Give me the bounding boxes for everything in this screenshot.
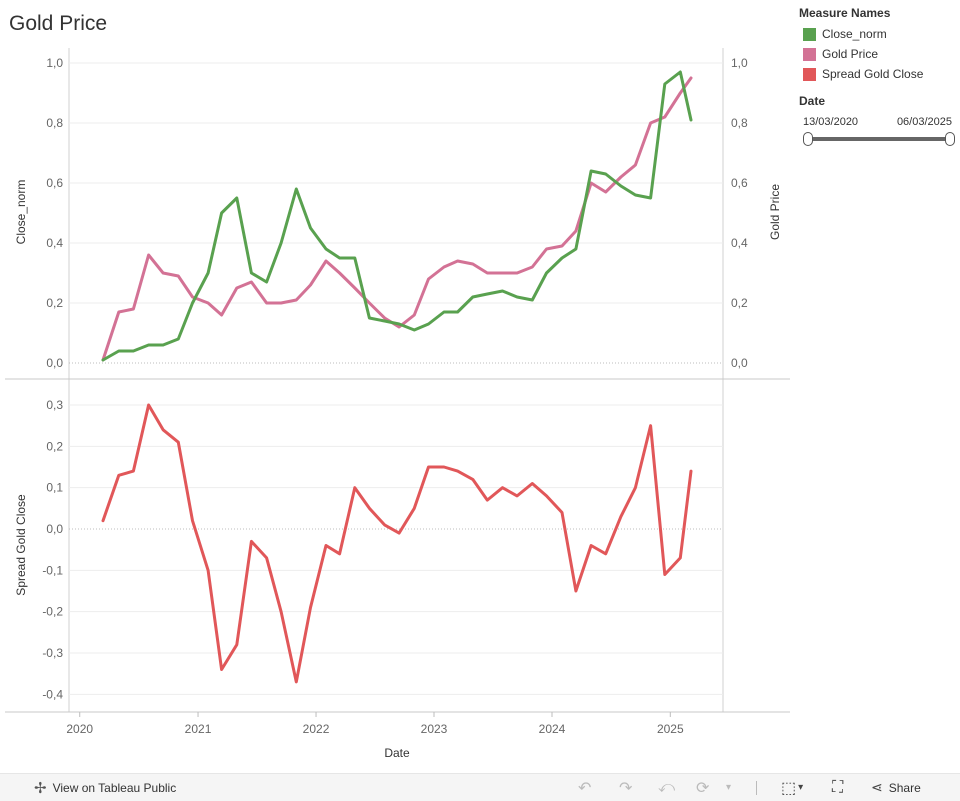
date-filter: Date 13/03/2020 06/03/2025 (799, 94, 959, 146)
legend-label: Close_norm (822, 27, 887, 41)
series-line-close-norm (101, 70, 693, 362)
top-y2-ticks: 0,0 0,2 0,4 0,6 0,8 1,0 (731, 56, 748, 370)
share-button[interactable]: ⋖ Share (871, 774, 921, 801)
top-series (101, 70, 693, 362)
undo-icon: ↶ (578, 779, 592, 797)
slider-handle-end[interactable] (945, 132, 955, 146)
x-tick-label: 2025 (657, 722, 684, 736)
x-axis-label: Date (384, 746, 410, 760)
slider-track (807, 137, 950, 141)
legend-label: Gold Price (822, 47, 879, 61)
chart-frame (5, 48, 790, 713)
x-tick-label: 2022 (303, 722, 330, 736)
date-slider[interactable] (799, 132, 959, 146)
y2-tick-label: 0,0 (731, 356, 748, 370)
revert-button[interactable]: ⤺ (658, 774, 675, 801)
legend-swatch (803, 67, 816, 81)
series-line-spread-gold-close (101, 403, 693, 684)
legend-swatch (803, 27, 816, 41)
chevron-down-icon: ▾ (798, 782, 804, 793)
y-tick-label: -0,3 (42, 646, 63, 660)
x-tick-label: 2023 (421, 722, 448, 736)
y-tick-label: 0,1 (46, 481, 63, 495)
bottom-y-axis-label: Spread Gold Close (14, 494, 28, 596)
revert-icon: ⤺ (658, 778, 676, 796)
bottom-gridlines (69, 404, 723, 695)
fullscreen-button[interactable]: ⛶ (832, 774, 843, 801)
chevron-down-icon: ▾ (726, 782, 732, 793)
y2-tick-label: 1,0 (731, 56, 748, 70)
date-end: 06/03/2025 (896, 116, 952, 128)
y2-tick-label: 0,4 (731, 236, 748, 250)
tableau-logo-icon: ✢ (34, 779, 47, 797)
y-tick-label: 0,6 (46, 176, 63, 190)
top-y-ticks: 0,0 0,2 0,4 0,6 0,8 1,0 (46, 56, 63, 370)
y-tick-label: 1,0 (46, 56, 63, 70)
y-tick-label: 0,8 (46, 116, 63, 130)
fullscreen-icon: ⛶ (832, 778, 844, 796)
y-tick-label: 0,4 (46, 236, 63, 250)
download-icon: ⬚ (781, 779, 797, 797)
view-on-tableau-public-link[interactable]: ✢ View on Tableau Public (34, 774, 176, 801)
pause-dropdown[interactable]: ▾ (726, 774, 731, 801)
y-tick-label: 0,2 (46, 296, 63, 310)
y-tick-label: 0,0 (46, 522, 63, 536)
view-on-tableau-label: View on Tableau Public (52, 780, 177, 795)
y-tick-label: 0,2 (46, 439, 63, 453)
page-title: Gold Price (9, 12, 108, 35)
bottom-series (101, 403, 693, 684)
y-tick-label: 0,0 (46, 356, 63, 370)
series-line-gold-price (101, 76, 693, 362)
y-tick-label: -0,2 (42, 605, 63, 619)
top-gridlines (69, 62, 723, 364)
tableau-toolbar: ✢ View on Tableau Public ↶ ↷ ⤺ ⟳ ▾ ⬚ ▾ ⛶… (0, 773, 960, 801)
slider-handle-start[interactable] (803, 132, 813, 146)
legend-item-close-norm[interactable]: Close_norm (799, 24, 959, 44)
legend-item-spread-gold-close[interactable]: Spread Gold Close (799, 64, 959, 84)
x-tick-label: 2021 (185, 722, 212, 736)
date-start: 13/03/2020 (803, 116, 859, 128)
refresh-button[interactable]: ⟳ (696, 774, 709, 801)
y-tick-label: 0,3 (46, 398, 63, 412)
x-ticks: 2020 2021 2022 2023 2024 2025 (66, 712, 684, 736)
legend-title: Measure Names (799, 6, 891, 20)
y-tick-label: -0,1 (42, 563, 63, 577)
top-y2-axis-label: Gold Price (768, 184, 782, 240)
legend-label: Spread Gold Close (822, 67, 924, 81)
redo-button[interactable]: ↷ (619, 774, 632, 801)
date-filter-title: Date (799, 94, 826, 108)
share-label: Share (888, 780, 921, 795)
bottom-y-ticks: -0,4 -0,3 -0,2 -0,1 0,0 0,1 0,2 0,3 (42, 398, 63, 701)
dual-panel-chart: 0,0 0,2 0,4 0,6 0,8 1,0 0,0 0,2 0,4 0,6 0,8 1,0 -0… (5, 48, 790, 760)
share-icon: ⋖ (871, 779, 883, 795)
redo-icon: ↷ (619, 779, 633, 797)
date-range: 13/03/2020 06/03/2025 (799, 116, 959, 128)
top-y-axis-label: Close_norm (14, 180, 28, 245)
y2-tick-label: 0,8 (731, 116, 748, 130)
y2-tick-label: 0,6 (731, 176, 748, 190)
y-tick-label: -0,4 (42, 687, 63, 701)
legend: Measure Names Close_norm Gold Price Spre… (799, 6, 959, 84)
legend-item-gold-price[interactable]: Gold Price (799, 44, 959, 64)
refresh-icon: ⟳ (696, 779, 710, 797)
undo-button[interactable]: ↶ (578, 774, 591, 801)
download-button[interactable]: ⬚ ▾ (781, 774, 803, 801)
y2-tick-label: 0,2 (731, 296, 748, 310)
toolbar-divider (756, 781, 757, 795)
x-tick-label: 2024 (539, 722, 566, 736)
legend-swatch (803, 47, 816, 61)
x-tick-label: 2020 (66, 722, 93, 736)
